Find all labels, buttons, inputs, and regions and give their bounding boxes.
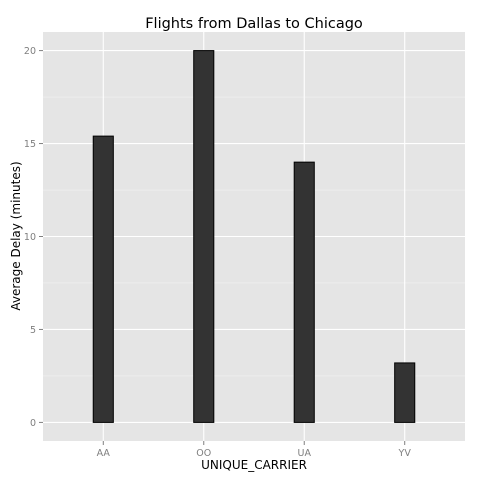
x-tick-label-aa: AA (97, 448, 111, 459)
bar-ua (293, 161, 315, 423)
y-tick-label: 5 (30, 325, 36, 336)
chart-title: Flights from Dallas to Chicago (145, 16, 363, 32)
y-tick-label: 15 (24, 139, 36, 150)
y-tick-label: 20 (24, 46, 36, 57)
bar-aa (92, 135, 114, 423)
x-tick-label-yv: YV (398, 448, 412, 459)
x-tick-label-ua: UA (298, 448, 312, 459)
x-tick-label-oo: OO (196, 448, 211, 459)
y-axis-label: Average Delay (minutes) (9, 161, 23, 310)
y-tick-label: 0 (30, 418, 36, 429)
y-axis-ticks: 0 5 10 15 20 (24, 46, 43, 429)
bars (92, 50, 416, 423)
bar-yv (394, 362, 416, 423)
x-axis-label: UNIQUE_CARRIER (201, 458, 307, 472)
x-axis-ticks: AA OO UA YV (97, 441, 412, 459)
bar-oo (193, 50, 215, 423)
y-tick-label: 10 (24, 232, 36, 243)
